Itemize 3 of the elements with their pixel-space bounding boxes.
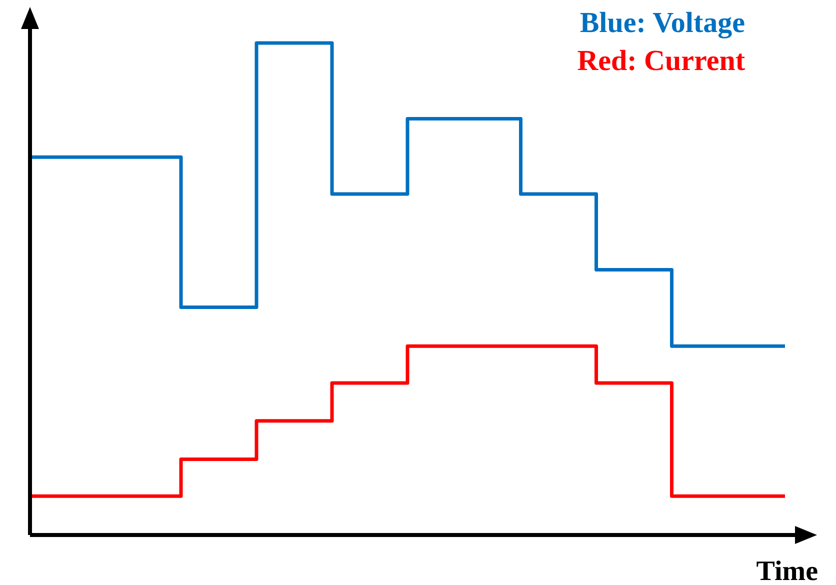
text: Blue: Voltage [580,7,746,39]
x-axis-title: Time [756,556,818,585]
text: Red: Current [577,45,746,77]
